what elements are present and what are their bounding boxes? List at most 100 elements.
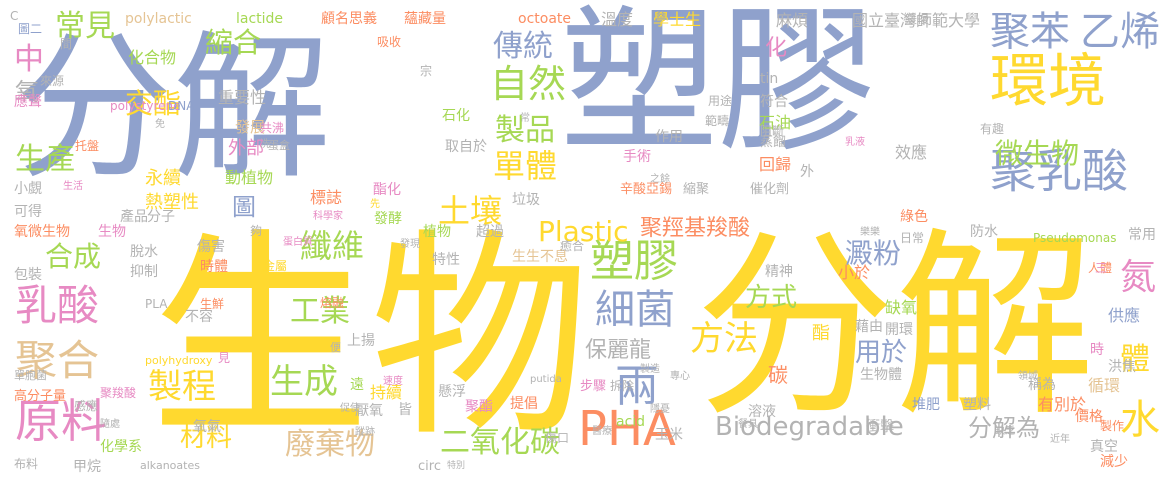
cloud-word: 國立臺灣師範大學 <box>852 11 981 30</box>
cloud-word: PLA <box>145 297 168 311</box>
cloud-word: 日常 <box>900 231 925 245</box>
cloud-word: 抑制 <box>130 264 158 280</box>
cloud-word: 效應 <box>895 143 928 162</box>
cloud-word: 手術 <box>623 149 651 165</box>
cloud-word: 餐具 <box>738 419 758 430</box>
cloud-word: 符合 <box>760 94 788 110</box>
cloud-word: 緩慢 <box>905 12 930 26</box>
cloud-word: 常見 <box>55 9 115 44</box>
cloud-word: 環境 <box>990 47 1107 115</box>
cloud-word: 氧 <box>15 78 39 106</box>
cloud-word: 微生物 <box>995 137 1080 170</box>
cloud-word: 兩 <box>615 361 659 412</box>
cloud-word: 小於 <box>838 263 871 282</box>
cloud-word: 垃圾 <box>512 192 540 208</box>
cloud-word: 製作 <box>1100 419 1125 433</box>
cloud-word: 水 <box>1120 397 1160 443</box>
cloud-word: 生活 <box>63 181 83 192</box>
cloud-word: 特別 <box>447 461 466 471</box>
cloud-word: 蒸餾 <box>760 135 787 150</box>
cloud-word: DNA <box>168 99 195 113</box>
cloud-word: 催化劑 <box>750 182 790 197</box>
cloud-word: 稱為 <box>1028 377 1056 393</box>
cloud-word: 發酵 <box>374 211 402 227</box>
cloud-word: 癒合 <box>560 239 585 253</box>
cloud-word: 永續 <box>145 168 181 189</box>
cloud-word: 共沸 <box>260 121 285 135</box>
cloud-word: 動植物 <box>225 168 274 187</box>
cloud-word: 化 <box>765 36 788 61</box>
cloud-word: 生鮮 <box>200 297 225 311</box>
cloud-word: 纖維 <box>300 227 365 265</box>
cloud-word: 時 <box>1090 342 1104 358</box>
cloud-word: 圖二 <box>18 22 43 36</box>
cloud-word: 之餘 <box>650 174 670 185</box>
cloud-word: 蹤跡 <box>355 427 375 438</box>
cloud-word: 氮 <box>1120 257 1157 298</box>
cloud-word: 蘊藏量 <box>404 11 446 27</box>
cloud-word: 廢棄物 <box>285 427 375 462</box>
cloud-word: 石化 <box>442 108 470 124</box>
cloud-word: 自然 <box>490 62 567 106</box>
cloud-word: 促使 <box>340 403 360 414</box>
cloud-word: 乳液 <box>845 137 865 148</box>
cloud-word: acid <box>616 414 646 430</box>
cloud-word: 速度 <box>383 376 403 387</box>
cloud-word: 氧微生物 <box>14 224 70 240</box>
cloud-word: 分解 <box>15 17 331 201</box>
cloud-word: 聚乳酸 <box>990 144 1128 198</box>
cloud-word: 製品 <box>495 113 555 148</box>
cloud-word: 專心 <box>670 371 690 382</box>
cloud-word: 作用 <box>655 129 683 145</box>
cloud-word: Biodegradable <box>715 412 904 442</box>
cloud-word: 交酯 <box>125 87 182 120</box>
cloud-word: 工業 <box>290 294 350 329</box>
cloud-word: 生生不息 <box>512 249 568 265</box>
cloud-word: 乙烯 <box>1080 9 1160 55</box>
cloud-word: Pseudomonas <box>1033 231 1117 245</box>
cloud-word: 見 <box>218 351 231 365</box>
cloud-word: 傷害 <box>197 239 225 255</box>
cloud-word: 植物 <box>423 224 451 240</box>
cloud-word: 生物 <box>150 210 591 466</box>
cloud-word: 皆 <box>398 402 412 418</box>
cloud-word: 辛酸亞錫 <box>620 182 673 197</box>
cloud-word: 常 <box>520 113 530 124</box>
cloud-word: circ <box>418 459 441 474</box>
cloud-word: 吸收 <box>377 35 402 49</box>
cloud-word: 洪焦 <box>1108 359 1136 375</box>
cloud-word: Plastic <box>538 215 629 248</box>
cloud-word: 重要性 <box>218 88 267 107</box>
cloud-word: PHA <box>578 401 676 457</box>
cloud-word: 傳統 <box>493 29 553 64</box>
cloud-word: 防水 <box>970 224 998 240</box>
cloud-word: 脫水 <box>130 244 158 260</box>
cloud-word: 用於 <box>855 338 908 368</box>
cloud-word: polyhydroxy <box>145 354 213 367</box>
cloud-word: 循環 <box>1088 376 1121 395</box>
cloud-word: 常用 <box>1128 227 1156 243</box>
cloud-word: 塑膠 <box>560 0 876 174</box>
cloud-word: 包裝 <box>14 267 42 283</box>
cloud-word: 製程 <box>148 367 216 407</box>
cloud-word: 三 <box>1095 261 1108 275</box>
cloud-word: 發現 <box>400 239 420 250</box>
cloud-word: 時體 <box>200 259 228 275</box>
cloud-word: 持續 <box>370 383 403 402</box>
cloud-word: 有趣 <box>980 122 1005 136</box>
cloud-word: 細菌 <box>595 287 675 333</box>
cloud-word: 土壤 <box>438 192 503 230</box>
cloud-word: 拆除 <box>610 379 635 393</box>
cloud-word: 標誌 <box>310 188 343 207</box>
cloud-word: 方法 <box>690 319 758 359</box>
cloud-word: 洗 <box>260 139 270 150</box>
cloud-word: 方式 <box>745 283 798 313</box>
cloud-word: 分解 <box>695 211 1096 444</box>
cloud-word: 價格 <box>1075 409 1103 425</box>
cloud-word: 蛋白質 <box>283 237 313 248</box>
cloud-word: 可得 <box>14 204 42 220</box>
cloud-word: 塑料 <box>963 397 991 413</box>
cloud-word: 科學家 <box>313 211 343 222</box>
cloud-word: 生物 <box>98 224 126 240</box>
cloud-word: polylactic <box>125 11 192 27</box>
